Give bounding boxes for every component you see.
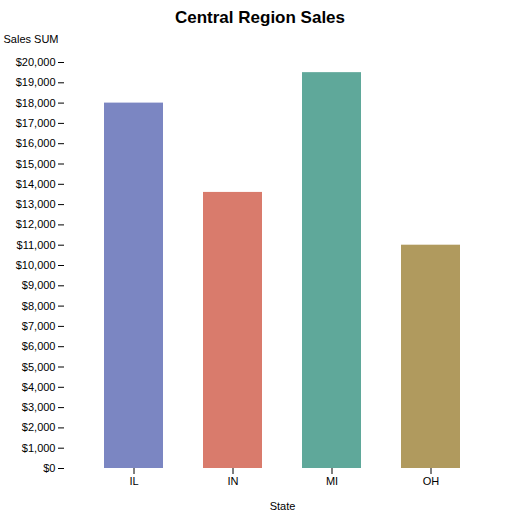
svg-text:$4,000: $4,000 [22, 381, 56, 393]
svg-text:$14,000: $14,000 [16, 178, 56, 190]
svg-text:State: State [270, 500, 296, 512]
svg-text:$7,000: $7,000 [22, 320, 56, 332]
svg-text:$9,000: $9,000 [22, 279, 56, 291]
svg-text:$8,000: $8,000 [22, 300, 56, 312]
svg-text:$0: $0 [43, 462, 55, 474]
svg-text:MI: MI [326, 475, 338, 487]
svg-text:$6,000: $6,000 [22, 340, 56, 352]
svg-text:$1,000: $1,000 [22, 442, 56, 454]
svg-text:$12,000: $12,000 [16, 218, 56, 230]
svg-text:$2,000: $2,000 [22, 421, 56, 433]
svg-text:IL: IL [129, 475, 138, 487]
svg-text:$10,000: $10,000 [16, 259, 56, 271]
svg-text:$20,000: $20,000 [16, 56, 56, 68]
svg-text:$13,000: $13,000 [16, 198, 56, 210]
svg-text:$3,000: $3,000 [22, 401, 56, 413]
html-text:Central Region Sales: Central Region Sales [175, 8, 345, 27]
svg-text:$18,000: $18,000 [16, 97, 56, 109]
svg-text:OH: OH [423, 475, 440, 487]
svg-text:$17,000: $17,000 [16, 117, 56, 129]
svg-text:$11,000: $11,000 [17, 239, 56, 251]
svg-text:$5,000: $5,000 [22, 361, 56, 373]
svg-text:$16,000: $16,000 [16, 137, 56, 149]
svg-text:IN: IN [228, 475, 239, 487]
svg-text:Sales SUM: Sales SUM [4, 33, 59, 45]
svg-text:$15,000: $15,000 [16, 158, 56, 170]
svg-text:$19,000: $19,000 [16, 76, 56, 88]
